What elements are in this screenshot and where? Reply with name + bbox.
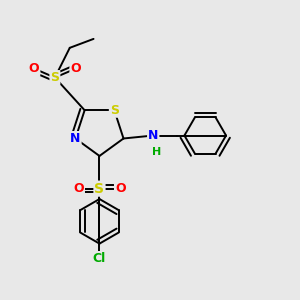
Text: S: S (50, 71, 59, 84)
Text: Cl: Cl (93, 252, 106, 265)
Text: N: N (70, 132, 81, 145)
Text: O: O (74, 182, 84, 195)
Text: N: N (148, 129, 158, 142)
Text: S: S (94, 182, 104, 196)
Text: O: O (115, 182, 126, 195)
Text: S: S (110, 104, 119, 117)
Text: O: O (29, 62, 39, 75)
Text: O: O (70, 62, 81, 75)
Text: H: H (152, 147, 161, 157)
